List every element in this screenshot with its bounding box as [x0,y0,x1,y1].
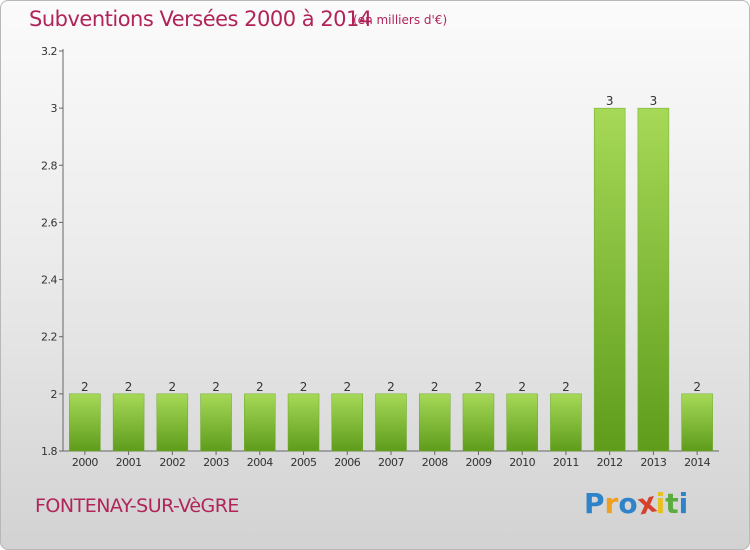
bar-2001 [112,393,145,452]
data-label: 2 [343,380,351,394]
x-tick-label: 2003 [203,456,229,469]
data-label: 2 [212,380,220,394]
commune-name: FONTENAY-SUR-VèGRE [35,495,239,517]
data-label: 3 [650,94,658,108]
bar-2014 [681,393,713,452]
bar-2013 [637,107,670,452]
x-tick-label: 2010 [509,456,535,469]
chart-unit-note: (en milliers d'€) [353,13,448,27]
x-tick-label: 2001 [116,456,142,469]
bar-2011 [550,393,582,452]
data-label: 2 [431,380,439,394]
bar-2004 [244,393,276,452]
x-tick-label: 2008 [422,456,448,469]
x-tick-label: 2006 [334,456,360,469]
logo-letter: i [678,487,689,520]
logo-letter: r [604,487,619,520]
data-label: 2 [256,380,264,394]
x-tick-label: 2007 [378,456,404,469]
y-tick-label: 3.2 [41,45,57,58]
x-tick-label: 2000 [72,456,98,469]
bar-2012 [593,107,626,452]
chart-title: Subventions Versées 2000 à 2014 [29,7,372,31]
bar-2007 [375,393,407,452]
x-tick-label: 2005 [291,456,317,469]
logo-letter: i [655,487,666,520]
logo-letter: o [618,487,638,520]
logo-letter: P [584,487,605,520]
data-label: 2 [562,380,570,394]
y-tick-label: 2.2 [41,331,57,344]
data-label: 2 [693,380,701,394]
y-tick-label: 2.4 [41,274,57,287]
y-tick-label: 1.8 [41,445,57,458]
data-label: 3 [606,94,614,108]
bar-2010 [506,393,538,452]
x-tick-label: 2013 [640,456,666,469]
logo-letter: t [665,487,679,520]
y-tick-label: 2.8 [41,159,57,172]
x-tick-label: 2014 [684,456,710,469]
bar-2005 [287,393,320,452]
bar-2002 [156,393,189,452]
bar-2009 [462,393,495,452]
bar-2000 [69,393,101,452]
y-tick-label: 3 [51,102,58,115]
data-label: 2 [387,380,395,394]
bar-2006 [331,393,364,452]
proxiti-logo: Proxiti [584,485,689,521]
bar-2008 [418,393,451,452]
x-tick-label: 2009 [465,456,491,469]
data-label: 2 [518,380,526,394]
data-label: 2 [125,380,133,394]
bar-2003 [200,393,232,452]
x-tick-label: 2012 [597,456,623,469]
data-label: 2 [475,380,483,394]
data-label: 2 [81,380,89,394]
data-label: 2 [300,380,308,394]
data-label: 2 [169,380,177,394]
x-tick-label: 2011 [553,456,579,469]
y-tick-label: 2.6 [41,216,57,229]
x-tick-label: 2004 [247,456,273,469]
y-tick-label: 2 [51,388,58,401]
x-tick-label: 2002 [159,456,185,469]
